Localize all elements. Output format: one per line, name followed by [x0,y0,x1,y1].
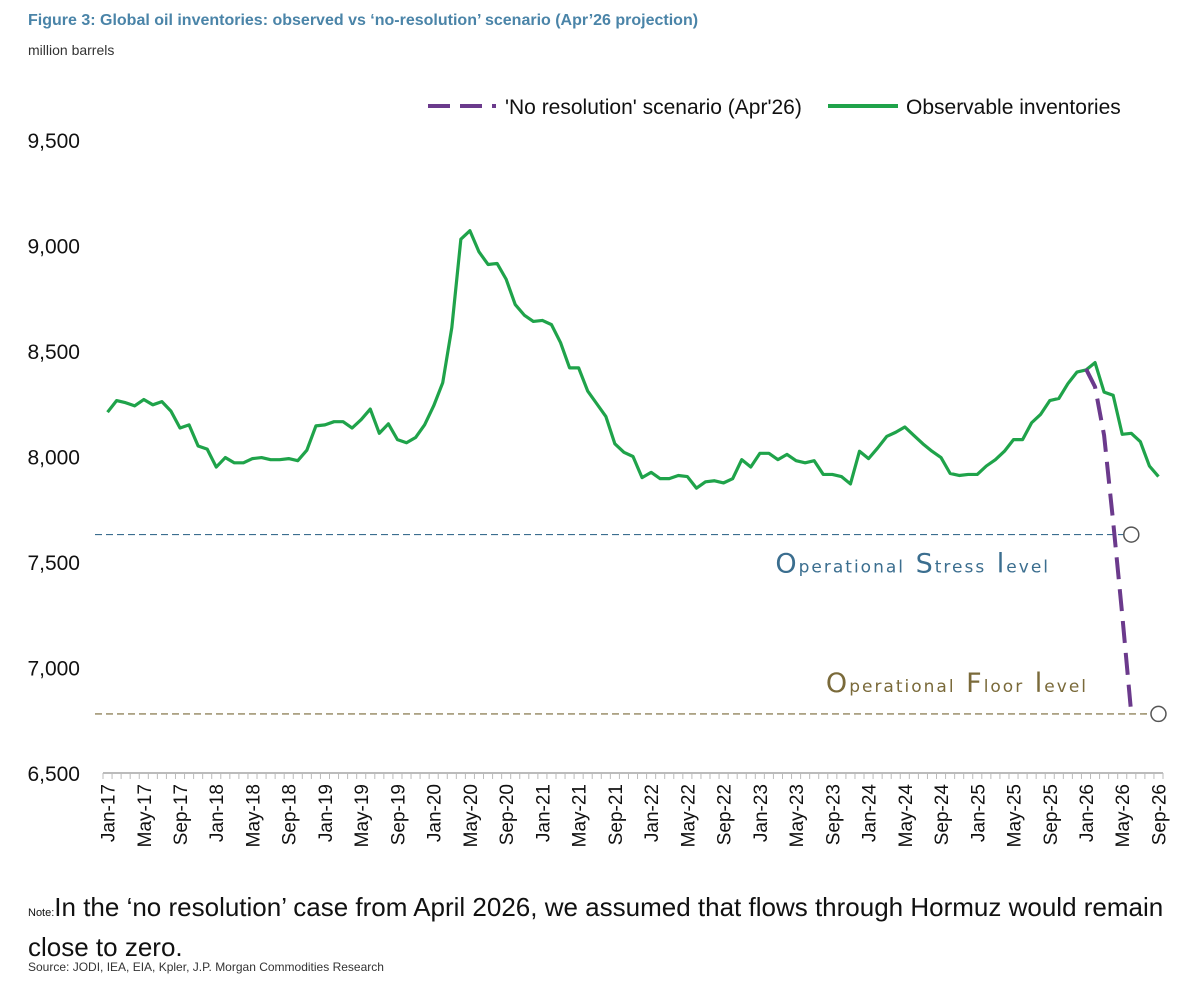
x-tick-label: May-22 [678,784,699,847]
scenario-series-line [1084,368,1134,715]
x-tick-label: May-24 [896,784,917,848]
reference-lines: Operational Stress level Operational Floo… [95,533,1151,715]
x-tick-label: Sep-23 [823,784,844,845]
note-text: In the ‘no resolution’ case from April 2… [28,892,1164,962]
inventory-chart: Operational Stress level Operational Floo… [27,96,1170,847]
y-tick-label: 6,500 [27,763,80,786]
reference-line-label: Operational Stress level [775,549,1050,580]
y-tick-label: 9,000 [27,236,80,259]
x-tick-label: May-20 [461,784,482,847]
x-tick-label: Sep-22 [715,784,736,845]
reference-line-label: Operational Floor level [826,668,1088,699]
x-tick-label: May-21 [570,784,591,847]
x-tick-label: Jan-20 [425,784,446,842]
reference-marker [1123,526,1140,543]
x-tick-label: Jan-17 [99,784,120,842]
x-tick-label: Jan-21 [533,784,554,842]
x-tick-label: May-23 [787,784,808,847]
y-tick-label: 8,500 [27,341,80,364]
x-tick-label: Jan-23 [751,784,772,842]
axes: 6,500 7,000 7,500 8,000 8,500 9,000 9,500 Jan-1… [27,130,1170,847]
x-tick-label: Sep-19 [388,784,409,845]
legend: 'No resolution' scenario (Apr'26) Observ… [428,96,1121,119]
x-tick-label: Sep-26 [1149,784,1170,845]
chart-title: Figure 3: Global oil inventories: observ… [28,12,699,29]
x-tick-label: May-25 [1005,784,1026,847]
x-tick-label: Sep-21 [606,784,627,845]
x-tick-label: Sep-20 [497,784,518,845]
x-tick-label: Jan-19 [316,784,337,842]
series-lines [106,229,1160,715]
x-tick-label: May-17 [135,784,156,847]
note: Note:In the ‘no resolution’ case from Ap… [28,890,1178,964]
x-tick-label: Jan-26 [1077,784,1098,842]
x-tick-label: Jan-22 [642,784,663,842]
x-tick-label: May-26 [1113,784,1134,847]
x-tick-label: Sep-24 [932,784,953,846]
reference-marker [1150,705,1167,723]
observed-series-line [106,229,1160,490]
y-tick-label: 9,500 [27,130,80,153]
reference-markers [1123,526,1167,723]
legend-observed-label: Observable inventories [906,96,1121,119]
x-tick-label: May-19 [352,784,373,847]
x-tick-label: Sep-18 [280,784,301,845]
y-tick-label: 8,000 [27,447,80,470]
source-line: Source: JODI, IEA, EIA, Kpler, J.P. Morg… [28,960,384,974]
x-tick-label: Jan-25 [968,784,989,842]
x-tick-label: May-18 [243,784,264,847]
x-tick-label: Sep-25 [1041,784,1062,845]
y-unit-label: million barrels [28,42,115,58]
x-tick-label: Jan-24 [860,784,881,843]
y-tick-label: 7,000 [27,658,80,681]
x-tick-label: Sep-17 [171,784,192,845]
legend-scenario-label: 'No resolution' scenario (Apr'26) [505,96,802,119]
x-tick-label: Jan-18 [207,784,228,842]
y-tick-label: 7,500 [27,552,80,575]
note-label: Note: [28,907,55,919]
